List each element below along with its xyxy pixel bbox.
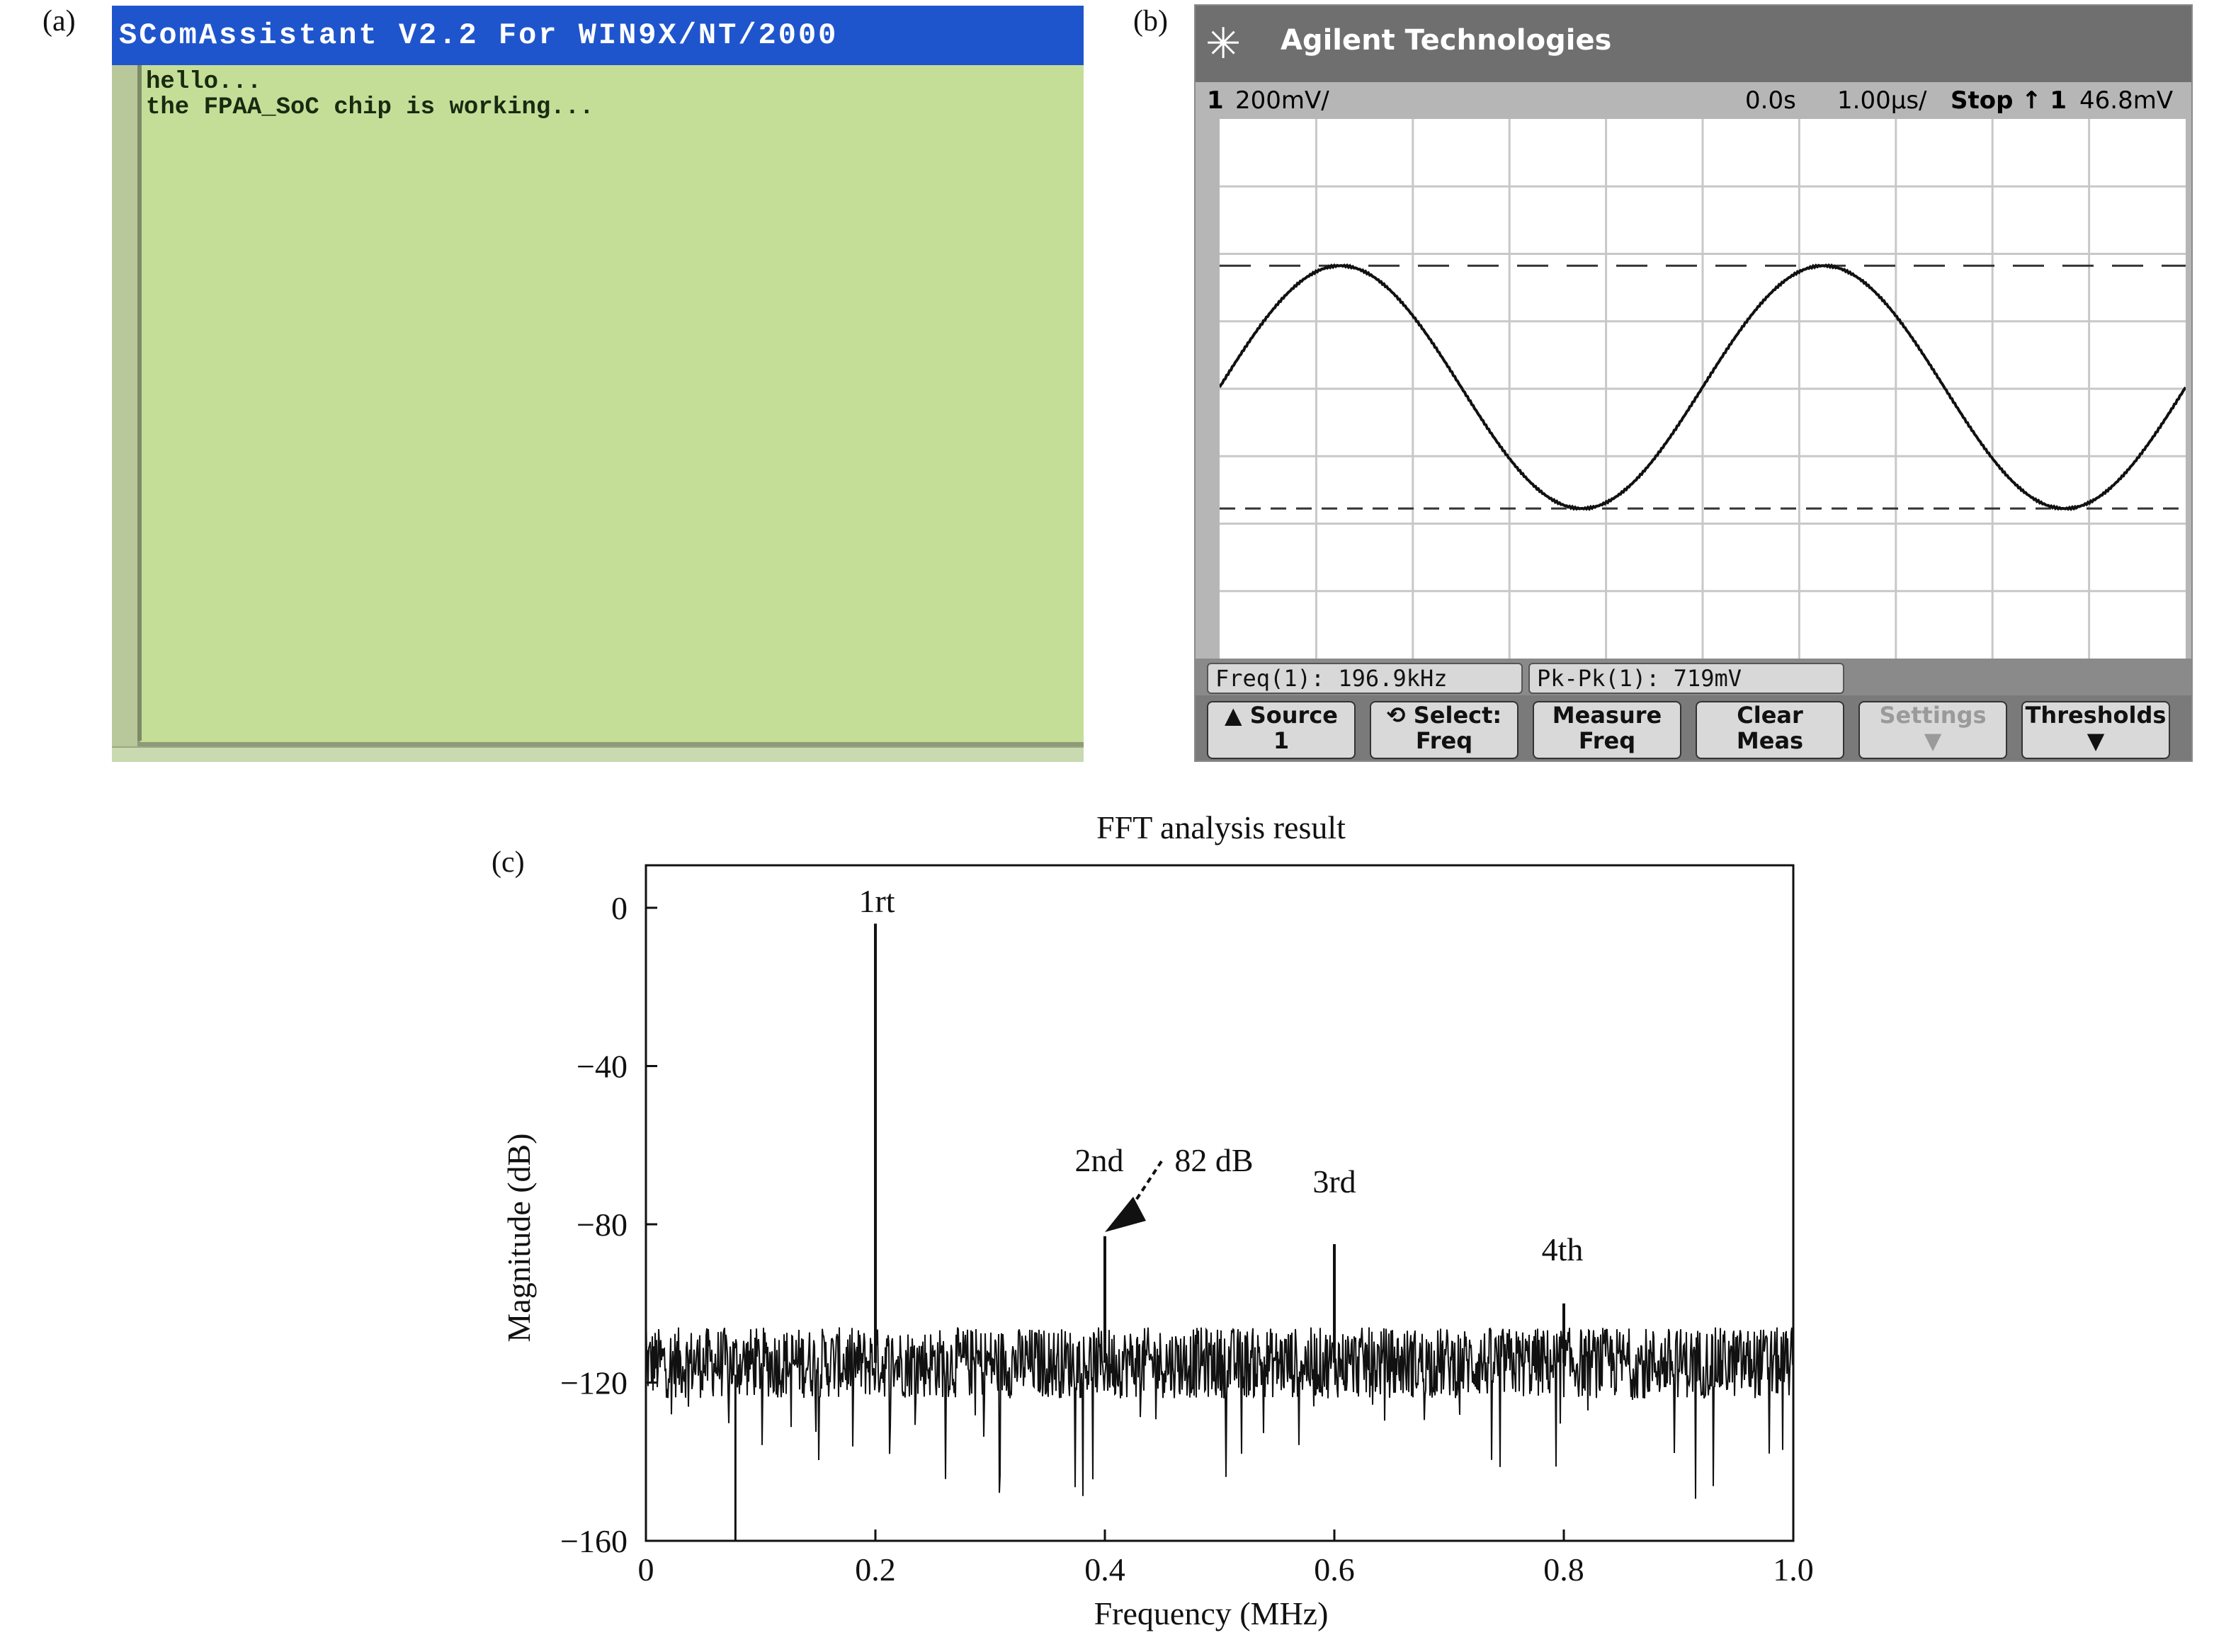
plot-frame xyxy=(645,864,1795,1542)
serial-terminal-window: SComAssistant V2.2 For WIN9X/NT/2000 hel… xyxy=(112,6,1084,762)
terminal-line: hello... xyxy=(146,69,262,96)
scope-status-bar: 1 200mV/ 0.0s 1.00μs/ Stop ↑ 1 46.8mV xyxy=(1196,82,2191,119)
measurement-bar: Freq(1): 196.9kHz Pk-Pk(1): 719mV xyxy=(1196,659,2191,695)
softkey-clear[interactable]: Clear Meas xyxy=(1696,701,1844,759)
x-tick-label: 0.6 xyxy=(1314,1551,1355,1588)
trigger-level: 46.8mV xyxy=(2079,86,2174,115)
terminal-title: SComAssistant V2.2 For WIN9X/NT/2000 xyxy=(112,6,1084,65)
peak-label: 4th xyxy=(1542,1231,1584,1268)
y-tick-label: −40 xyxy=(577,1049,628,1085)
terminal-divider xyxy=(137,65,142,741)
oscilloscope-screen: ✳ Agilent Technologies 1 200mV/ 0.0s 1.0… xyxy=(1194,4,2193,762)
softkey-select[interactable]: ⟲ Select: Freq xyxy=(1370,701,1518,759)
softkey-source[interactable]: ▲ Source 1 xyxy=(1207,701,1356,759)
x-tick-label: 0 xyxy=(638,1551,654,1588)
softkey-row: ▲ Source 1 ⟲ Select: Freq Measure Freq Clea… xyxy=(1196,695,2191,761)
x-tick-label: 1.0 xyxy=(1773,1551,1814,1588)
pkpk-measurement: Pk-Pk(1): 719mV xyxy=(1528,663,1844,694)
annotation-arrow-line xyxy=(1125,1160,1163,1217)
x-tick-label: 0.4 xyxy=(1084,1551,1125,1588)
agilent-spark-icon: ✳ xyxy=(1205,19,1242,69)
scope-brand: Agilent Technologies xyxy=(1281,24,1612,57)
softkey-measure[interactable]: Measure Freq xyxy=(1533,701,1681,759)
softkey-settings[interactable]: Settings ▼ xyxy=(1858,701,2007,759)
chart-title: FFT analysis result xyxy=(1096,809,1346,845)
y-tick-label: −120 xyxy=(560,1365,628,1401)
trigger-source: ↑ 1 xyxy=(2021,86,2067,115)
spectrum-noise-trace xyxy=(645,1303,1794,1499)
scope-brand-bar: ✳ Agilent Technologies xyxy=(1196,6,2191,82)
annotation-label: 82 dB xyxy=(1174,1142,1253,1178)
terminal-left-frame xyxy=(112,65,140,762)
peak-label: 2nd xyxy=(1075,1142,1124,1178)
terminal-output: hello... the FPAA_SoC chip is working... xyxy=(146,69,594,120)
y-tick-label: −160 xyxy=(560,1523,628,1559)
terminal-scrollbar[interactable] xyxy=(112,746,1084,762)
panel-label-b: (b) xyxy=(1133,5,1168,38)
softkey-thresholds[interactable]: Thresholds ▼ xyxy=(2021,701,2170,759)
panel-label-c: (c) xyxy=(492,846,525,879)
panel-label-a: (a) xyxy=(42,5,76,38)
run-state: Stop xyxy=(1951,86,2014,115)
terminal-line: the FPAA_SoC chip is working... xyxy=(146,94,594,121)
annotation-arrow-head xyxy=(1105,1197,1146,1232)
scope-waveform-plot xyxy=(1218,119,2187,659)
channel-number: 1 xyxy=(1207,86,1224,115)
x-tick-label: 0.2 xyxy=(855,1551,896,1588)
peak-label: 1rt xyxy=(858,883,895,919)
x-axis-label: Frequency (MHz) xyxy=(1094,1595,1329,1631)
time-per-div: 1.00μs/ xyxy=(1837,86,1927,115)
scope-display xyxy=(1218,119,2187,659)
terminal-bottom-frame xyxy=(137,742,1084,748)
time-offset: 0.0s xyxy=(1745,86,1796,115)
y-axis-label: Magnitude (dB) xyxy=(501,1133,537,1342)
peak-label: 3rd xyxy=(1312,1163,1356,1200)
volts-per-div: 200mV/ xyxy=(1235,86,1329,115)
freq-measurement: Freq(1): 196.9kHz xyxy=(1207,663,1523,694)
x-tick-label: 0.8 xyxy=(1543,1551,1584,1588)
y-tick-label: 0 xyxy=(611,890,628,926)
waveform-trace xyxy=(1218,263,2187,511)
y-tick-label: −80 xyxy=(577,1207,628,1243)
